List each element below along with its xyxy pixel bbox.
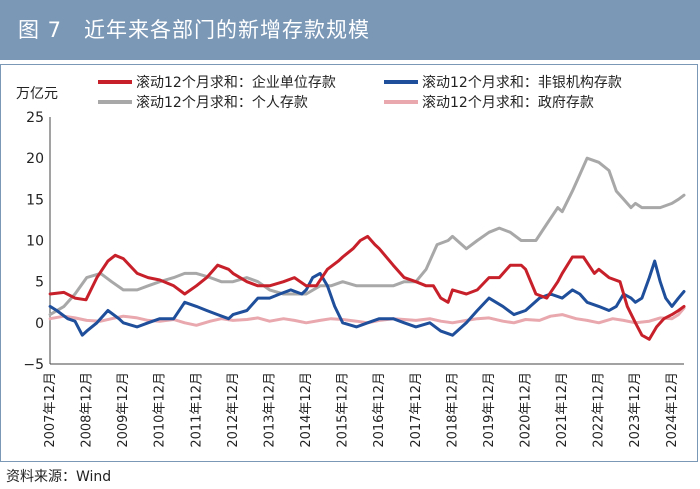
- y-tick-label: 5: [35, 275, 44, 291]
- figure-title-bar: 图 7 近年来各部门的新增存款规模: [0, 0, 700, 60]
- x-tick-label: 2015年12月: [336, 372, 351, 448]
- x-tick-label: 2016年12月: [372, 372, 387, 448]
- source-note: 资料来源：Wind: [6, 469, 112, 485]
- x-tick-label: 2018年12月: [445, 372, 460, 448]
- y-tick-label: −5: [23, 357, 44, 373]
- figure-title: 图 7 近年来各部门的新增存款规模: [18, 18, 371, 42]
- y-axis-label: 万亿元: [16, 86, 58, 102]
- legend-label: 滚动12个月求和：个人存款: [136, 94, 308, 111]
- legend-label: 滚动12个月求和：政府存款: [422, 94, 594, 111]
- x-tick-label: 2007年12月: [43, 372, 58, 448]
- y-tick-label: 15: [26, 192, 44, 208]
- x-tick-label: 2013年12月: [262, 372, 277, 448]
- x-tick-label: 2008年12月: [80, 372, 95, 448]
- x-tick-label: 2011年12月: [189, 372, 204, 448]
- chart-frame: [0, 64, 698, 462]
- x-tick-label: 2020年12月: [519, 372, 534, 448]
- x-tick-label: 2012年12月: [226, 372, 241, 448]
- x-tick-label: 2010年12月: [153, 372, 168, 448]
- x-tick-label: 2021年12月: [555, 372, 570, 448]
- x-tick-label: 2014年12月: [299, 372, 314, 448]
- x-tick-label: 2019年12月: [482, 372, 497, 448]
- series-line: [48, 234, 686, 341]
- series-line: [48, 259, 686, 337]
- legend-label: 滚动12个月求和：非银机构存款: [422, 74, 622, 91]
- y-tick-label: 20: [26, 151, 44, 167]
- x-tick-label: 2009年12月: [116, 372, 131, 448]
- x-tick-label: 2022年12月: [592, 372, 607, 448]
- y-tick-label: 10: [26, 234, 44, 250]
- y-tick-label: 0: [35, 316, 44, 332]
- x-tick-label: 2023年12月: [628, 372, 643, 448]
- x-tick-label: 2017年12月: [409, 372, 424, 448]
- legend-label: 滚动12个月求和：企业单位存款: [136, 74, 336, 91]
- x-tick-label: 2024年12月: [665, 372, 680, 448]
- y-tick-label: 25: [26, 110, 44, 126]
